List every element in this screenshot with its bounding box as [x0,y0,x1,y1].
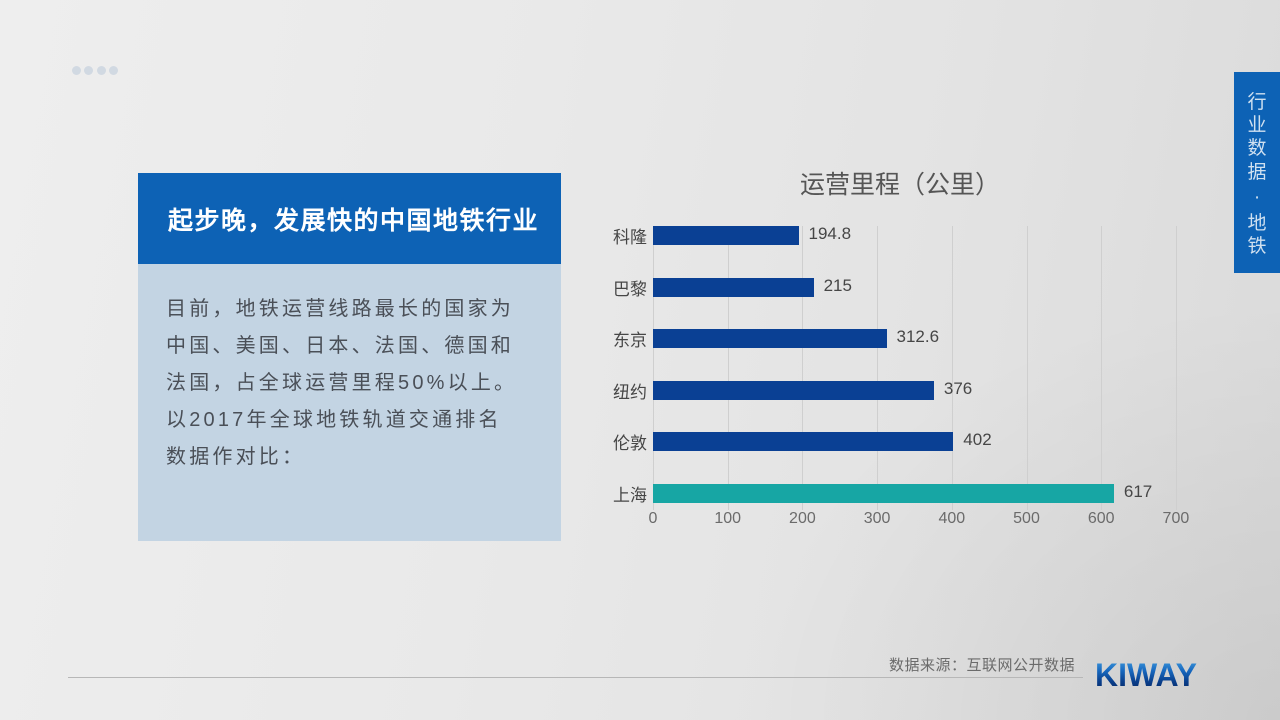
svg-text:KIWAY: KIWAY [1095,658,1197,690]
